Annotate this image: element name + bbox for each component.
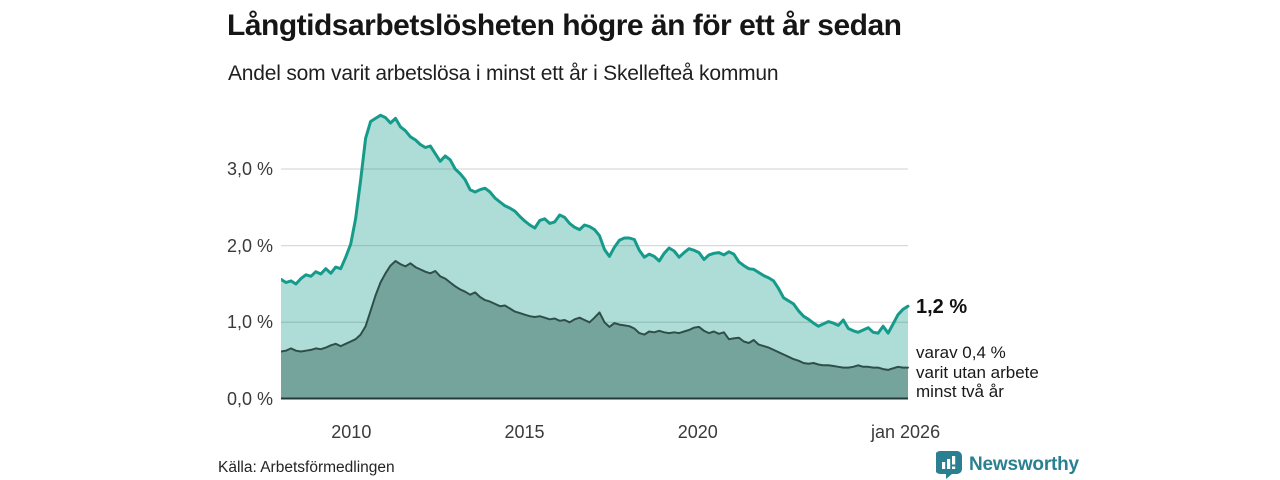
y-tick-label: 2,0 % [226,235,273,256]
end-sub-line: minst två år [916,382,1004,401]
end-value-annotation: 1,2 % [916,296,968,318]
end-sub-line: varit utan arbete [916,362,1039,382]
brand-name: Newsworthy [969,454,1079,475]
x-tick-label: 2015 [504,422,545,442]
end-sub-annotation: varav 0,4 % varit utan arbete minst två … [916,343,1039,402]
chart-subtitle: Andel som varit arbetslösa i minst ett å… [228,62,779,85]
y-tick-label: 3,0 % [226,158,273,179]
source-note: Källa: Arbetsförmedlingen [218,459,395,476]
brand-logo: Newsworthy [936,450,1079,480]
area-chart [281,113,910,400]
y-tick-label: 0,0 % [226,389,273,409]
end-sub-line: varav 0,4 % [916,343,1006,362]
x-tick-label: 2020 [677,422,718,442]
x-tick-label: jan 2026 [871,422,941,442]
y-tick-label: 1,0 % [226,312,273,333]
chart-title: Långtidsarbetslösheten högre än för ett … [227,9,902,42]
newsworthy-logo-icon [936,451,962,479]
x-tick-label: 2010 [331,422,372,442]
